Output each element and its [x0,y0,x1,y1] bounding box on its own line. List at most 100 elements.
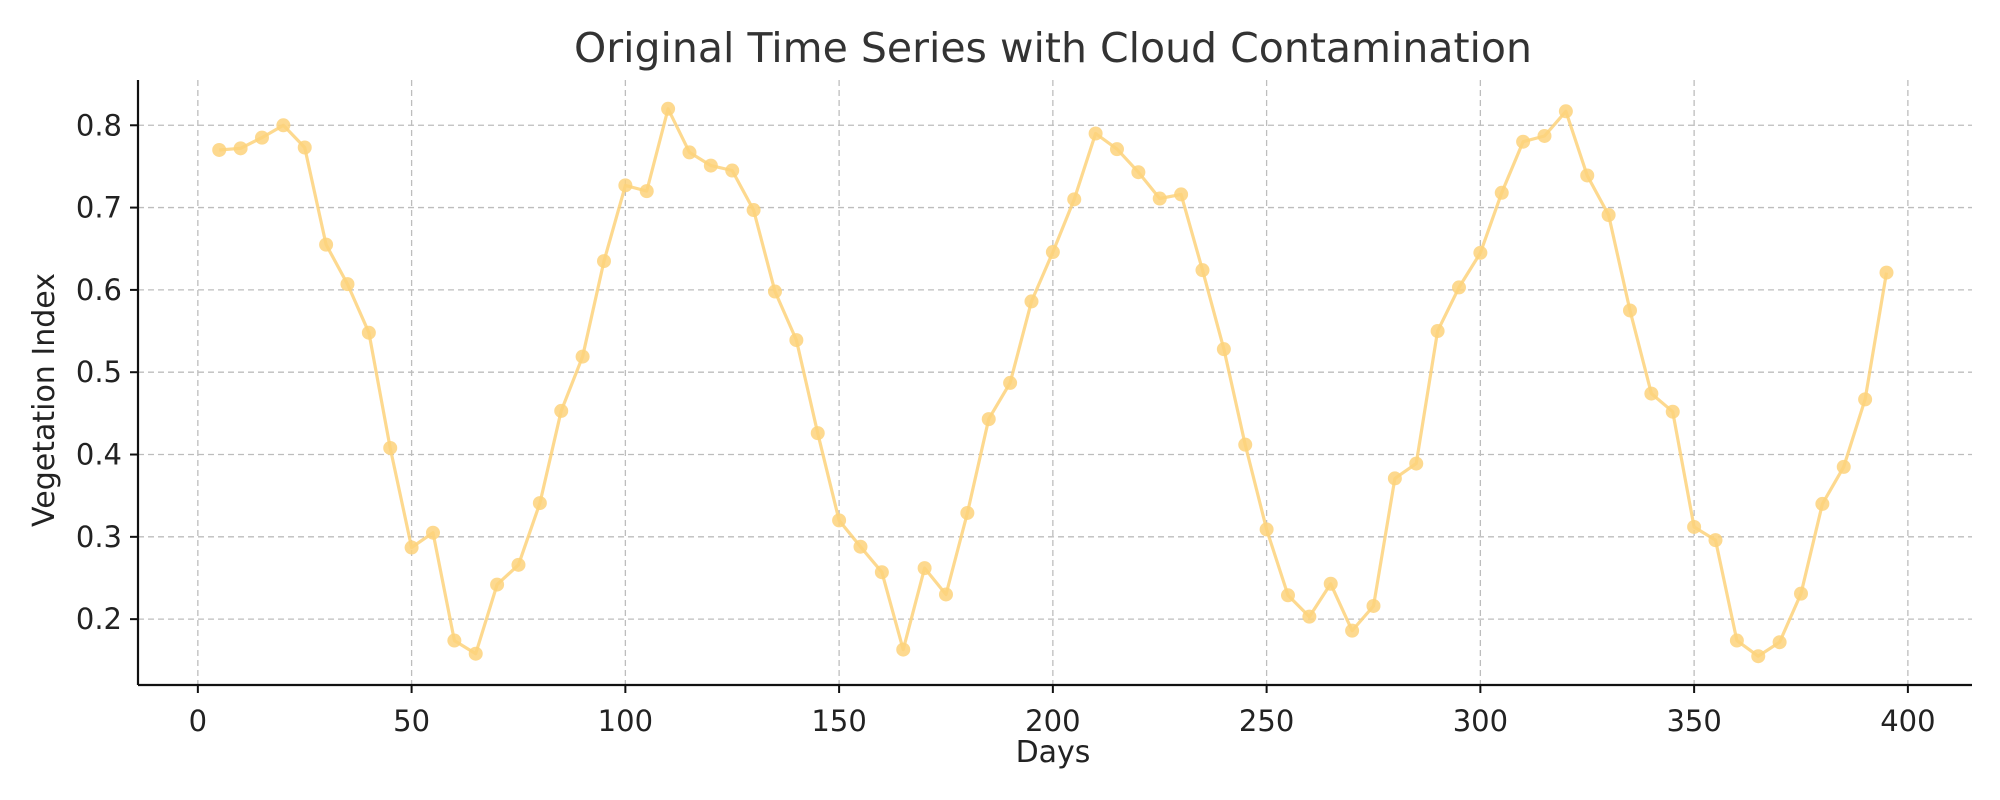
data-point [276,118,291,133]
y-tick-label: 0.8 [76,108,122,142]
data-point [1494,185,1509,200]
x-tick-label: 200 [1025,704,1080,738]
data-point [447,633,462,648]
y-axis-label: Vegetation Index [27,273,62,527]
data-point [1366,598,1381,613]
data-point [1238,437,1253,452]
data-point [1109,142,1124,157]
data-point [1003,375,1018,390]
data-point [1687,519,1702,534]
data-point [532,496,547,511]
data-point [896,642,911,657]
data-point [596,254,611,269]
data-point [1793,586,1808,601]
data-point [233,141,248,156]
data-point [1558,104,1573,119]
data-point [1387,471,1402,486]
data-point [767,284,782,299]
data-point [1858,392,1873,407]
x-tick-label: 300 [1453,704,1508,738]
data-point [917,561,932,576]
data-point [810,426,825,441]
data-point [1088,126,1103,141]
data-point [212,142,227,157]
data-point [1045,245,1060,260]
data-point [682,145,697,160]
data-point [703,158,718,173]
data-point [361,325,376,340]
data-point [1601,207,1616,222]
y-tick-label: 0.5 [76,355,122,389]
data-point [639,184,654,199]
data-point [1644,386,1659,401]
y-tick-label: 0.2 [76,602,122,636]
data-point [383,440,398,455]
data-point [1280,588,1295,603]
data-point [404,540,419,555]
data-point [1451,280,1466,295]
x-tick-label: 0 [189,704,207,738]
data-point [1473,245,1488,260]
data-point [1323,576,1338,591]
data-point [1537,128,1552,143]
data-point [1345,623,1360,638]
data-point [725,163,740,178]
data-point [1751,649,1766,664]
x-tick-label: 250 [1239,704,1294,738]
y-tick-label: 0.3 [76,520,122,554]
data-point [297,140,312,155]
data-point [425,525,440,540]
data-point [1152,191,1167,206]
data-point [340,277,355,292]
data-point [1302,609,1317,624]
data-point [1067,192,1082,207]
data-point [618,178,633,193]
data-point [1879,265,1894,280]
data-point [832,513,847,528]
data-point [254,130,269,145]
data-point [981,412,996,427]
data-point [1815,496,1830,511]
data-point [938,587,953,602]
data-point [874,565,889,580]
x-axis-label: Days [1016,735,1091,770]
x-tick-label: 150 [811,704,866,738]
data-point [468,646,483,661]
data-point [575,349,590,364]
data-point [661,101,676,116]
data-point [960,505,975,520]
data-point [1622,303,1637,318]
data-point [1216,342,1231,357]
y-tick-label: 0.4 [76,438,122,472]
data-point [490,577,505,592]
data-point [1024,294,1039,309]
data-point [1729,633,1744,648]
data-point [1195,263,1210,278]
data-point [511,557,526,572]
data-point [1516,134,1531,149]
chart-title: Original Time Series with Cloud Contamin… [574,24,1532,72]
axes [136,80,1972,687]
data-point [1259,522,1274,537]
x-tick-label: 350 [1666,704,1721,738]
data-point [1174,187,1189,202]
data-point [746,203,761,218]
x-tick-label: 50 [393,704,430,738]
data-point [1580,168,1595,183]
data-point [1772,635,1787,650]
series-layer [212,101,1894,664]
tick-layer: 0 50 100 150 200 250 300 350 400 0.2 0.3 0.4 0.5 0.6 0… [76,108,1936,738]
data-point [1708,533,1723,548]
data-point [1409,456,1424,471]
x-tick-label: 400 [1880,704,1935,738]
grid-lines [138,80,1972,685]
data-point [853,539,868,554]
data-point [1836,459,1851,474]
x-tick-label: 100 [598,704,653,738]
data-point [1665,404,1680,419]
y-tick-label: 0.6 [76,273,122,307]
data-point [1131,165,1146,180]
data-point [319,237,334,252]
y-tick-label: 0.7 [76,191,122,225]
